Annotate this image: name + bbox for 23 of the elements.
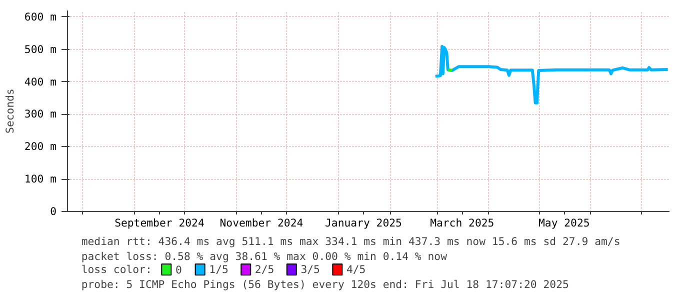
x-tick-label: March 2025 <box>430 216 494 230</box>
y-tick-label: 0 <box>50 205 57 218</box>
y-tick-label: 400 m <box>24 75 56 88</box>
legend-label: 2/5 <box>254 263 274 276</box>
y-tick-label: 300 m <box>24 108 56 121</box>
y-tick-label: 100 m <box>24 172 56 186</box>
y-tick-label: 200 m <box>24 140 56 154</box>
legend-title: loss color: <box>81 263 152 276</box>
y-tick-label: 600 m <box>24 10 56 24</box>
line-series <box>434 44 670 104</box>
y-tick-label: 500 m <box>24 42 56 56</box>
x-tick-label: November 2024 <box>220 216 304 230</box>
legend-label: 3/5 <box>300 263 320 276</box>
legend-label: 4/5 <box>346 263 366 276</box>
legend-label: 0 <box>175 264 182 276</box>
legend-label: 1/5 <box>209 263 228 276</box>
y-axis-title: Seconds <box>3 88 16 134</box>
x-tick-label: May 2025 <box>538 216 590 230</box>
x-tick-label: January 2025 <box>324 216 402 230</box>
text: probe: 5 ICMP Echo Pings (56 Bytes) every 120s end: Fri Jul 18 17:07:20 2025 <box>81 278 569 291</box>
text: packet loss: 0.58 % avg 38.61 % max 0.00 % min 0.14 % now <box>81 250 448 263</box>
x-tick-label: September 2024 <box>114 216 204 230</box>
text: median rtt: 436.4 ms avg 511.1 ms max 334.1 ms min 437.3 ms now 15.6 ms sd 27.9 am/s <box>81 235 620 248</box>
